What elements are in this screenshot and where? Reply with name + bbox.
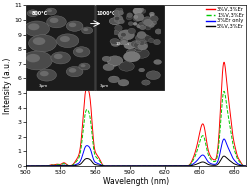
5%V,3%Er xyxy=(109,165,112,167)
3%Er only xyxy=(216,161,219,163)
5%V,3%Er xyxy=(142,165,145,167)
5%V,3%Er xyxy=(240,165,243,167)
3%V,3%Er xyxy=(216,149,219,151)
5%V,3%Er xyxy=(24,165,27,167)
5%V,3%Er xyxy=(244,165,247,167)
1%V,3%Er xyxy=(62,163,65,165)
5%V,3%Er xyxy=(62,165,65,167)
Legend: 3%V,3%Er, 1%V,3%Er, 3%Er only, 5%V,3%Er: 3%V,3%Er, 1%V,3%Er, 3%Er only, 5%V,3%Er xyxy=(205,6,245,30)
3%V,3%Er xyxy=(244,165,247,167)
3%V,3%Er xyxy=(62,162,65,164)
3%V,3%Er xyxy=(223,61,226,63)
1%V,3%Er xyxy=(142,165,145,167)
1%V,3%Er xyxy=(223,90,226,92)
1%V,3%Er xyxy=(216,153,219,156)
Line: 3%V,3%Er: 3%V,3%Er xyxy=(26,62,246,166)
3%Er only xyxy=(142,165,145,167)
3%Er only xyxy=(223,138,226,140)
3%V,3%Er xyxy=(109,165,112,167)
5%V,3%Er xyxy=(49,165,52,167)
3%Er only xyxy=(109,165,112,167)
3%V,3%Er xyxy=(118,165,121,167)
3%Er only xyxy=(240,164,243,166)
3%Er only xyxy=(49,165,52,167)
1%V,3%Er xyxy=(109,165,112,167)
Line: 3%Er only: 3%Er only xyxy=(26,139,246,166)
1%V,3%Er xyxy=(24,165,27,167)
Line: 1%V,3%Er: 1%V,3%Er xyxy=(26,91,246,166)
Y-axis label: Intensity (a.u.): Intensity (a.u.) xyxy=(3,57,12,114)
3%V,3%Er xyxy=(142,165,145,167)
3%Er only xyxy=(24,165,27,167)
3%V,3%Er xyxy=(24,165,27,167)
1%V,3%Er xyxy=(118,165,121,167)
5%V,3%Er xyxy=(118,165,121,167)
3%Er only xyxy=(62,164,65,166)
Line: 5%V,3%Er: 5%V,3%Er xyxy=(26,156,246,166)
3%Er only xyxy=(118,165,121,167)
3%V,3%Er xyxy=(240,162,243,164)
5%V,3%Er xyxy=(216,163,219,166)
X-axis label: Wavelength (nm): Wavelength (nm) xyxy=(103,177,169,186)
3%Er only xyxy=(244,165,247,167)
1%V,3%Er xyxy=(244,165,247,167)
3%V,3%Er xyxy=(49,164,52,166)
1%V,3%Er xyxy=(49,164,52,166)
5%V,3%Er xyxy=(223,155,226,157)
1%V,3%Er xyxy=(240,163,243,165)
